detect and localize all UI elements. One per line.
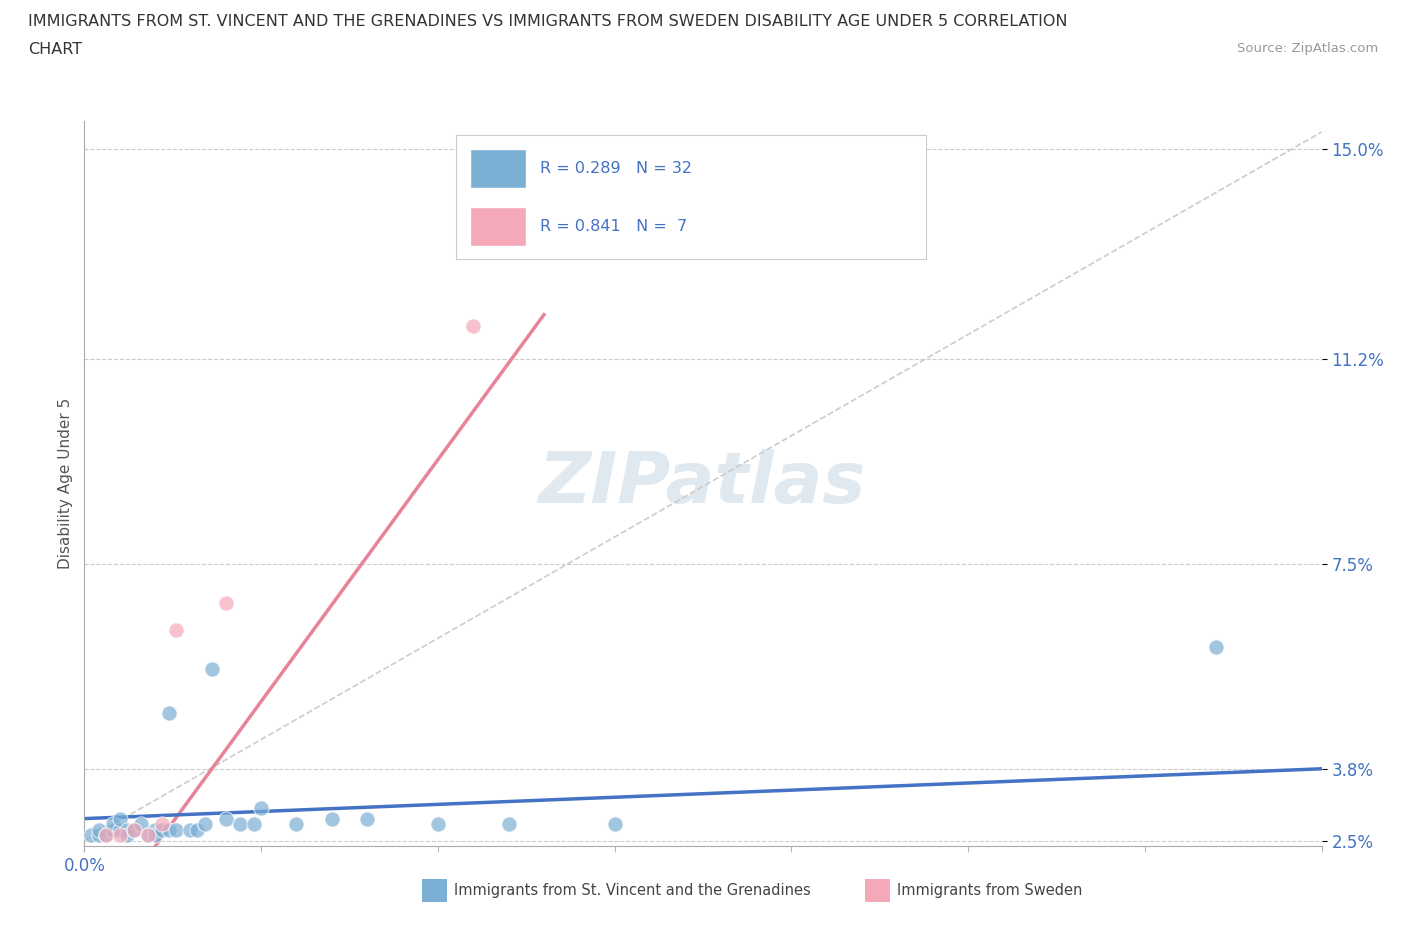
Point <box>108 822 131 837</box>
Point <box>285 817 308 831</box>
Point <box>193 817 215 831</box>
Point <box>115 828 138 843</box>
Point <box>165 623 187 638</box>
Text: ZIPatlas: ZIPatlas <box>540 449 866 518</box>
Point <box>463 318 485 333</box>
Point <box>94 828 117 843</box>
Point <box>101 817 124 831</box>
Text: Immigrants from Sweden: Immigrants from Sweden <box>897 884 1083 898</box>
Point <box>108 828 131 843</box>
Point <box>108 811 131 826</box>
Point <box>122 822 145 837</box>
Point <box>250 800 273 815</box>
Point <box>229 817 252 831</box>
Point <box>243 817 266 831</box>
Point <box>1205 640 1227 655</box>
Point <box>186 822 208 837</box>
Point <box>215 595 238 610</box>
Point <box>122 822 145 837</box>
Point <box>150 817 173 831</box>
Point <box>143 822 166 837</box>
Point <box>165 822 187 837</box>
Text: IMMIGRANTS FROM ST. VINCENT AND THE GRENADINES VS IMMIGRANTS FROM SWEDEN DISABIL: IMMIGRANTS FROM ST. VINCENT AND THE GREN… <box>28 14 1067 29</box>
Point <box>498 817 520 831</box>
Point <box>321 811 343 826</box>
Point <box>356 811 378 826</box>
Point <box>157 822 180 837</box>
Point <box>179 822 201 837</box>
Point <box>129 817 152 831</box>
Text: CHART: CHART <box>28 42 82 57</box>
Point <box>87 828 110 843</box>
Point <box>215 811 238 826</box>
Point <box>201 661 224 676</box>
Y-axis label: Disability Age Under 5: Disability Age Under 5 <box>58 398 73 569</box>
Point <box>136 828 159 843</box>
Point <box>143 828 166 843</box>
Text: Immigrants from St. Vincent and the Grenadines: Immigrants from St. Vincent and the Gren… <box>454 884 811 898</box>
Point <box>426 817 449 831</box>
Point <box>101 822 124 837</box>
Point <box>80 828 103 843</box>
Point <box>136 828 159 843</box>
Point <box>150 822 173 837</box>
Point <box>87 822 110 837</box>
Text: Source: ZipAtlas.com: Source: ZipAtlas.com <box>1237 42 1378 55</box>
Point <box>603 817 626 831</box>
Point <box>157 706 180 721</box>
Point <box>115 822 138 837</box>
Point <box>94 828 117 843</box>
